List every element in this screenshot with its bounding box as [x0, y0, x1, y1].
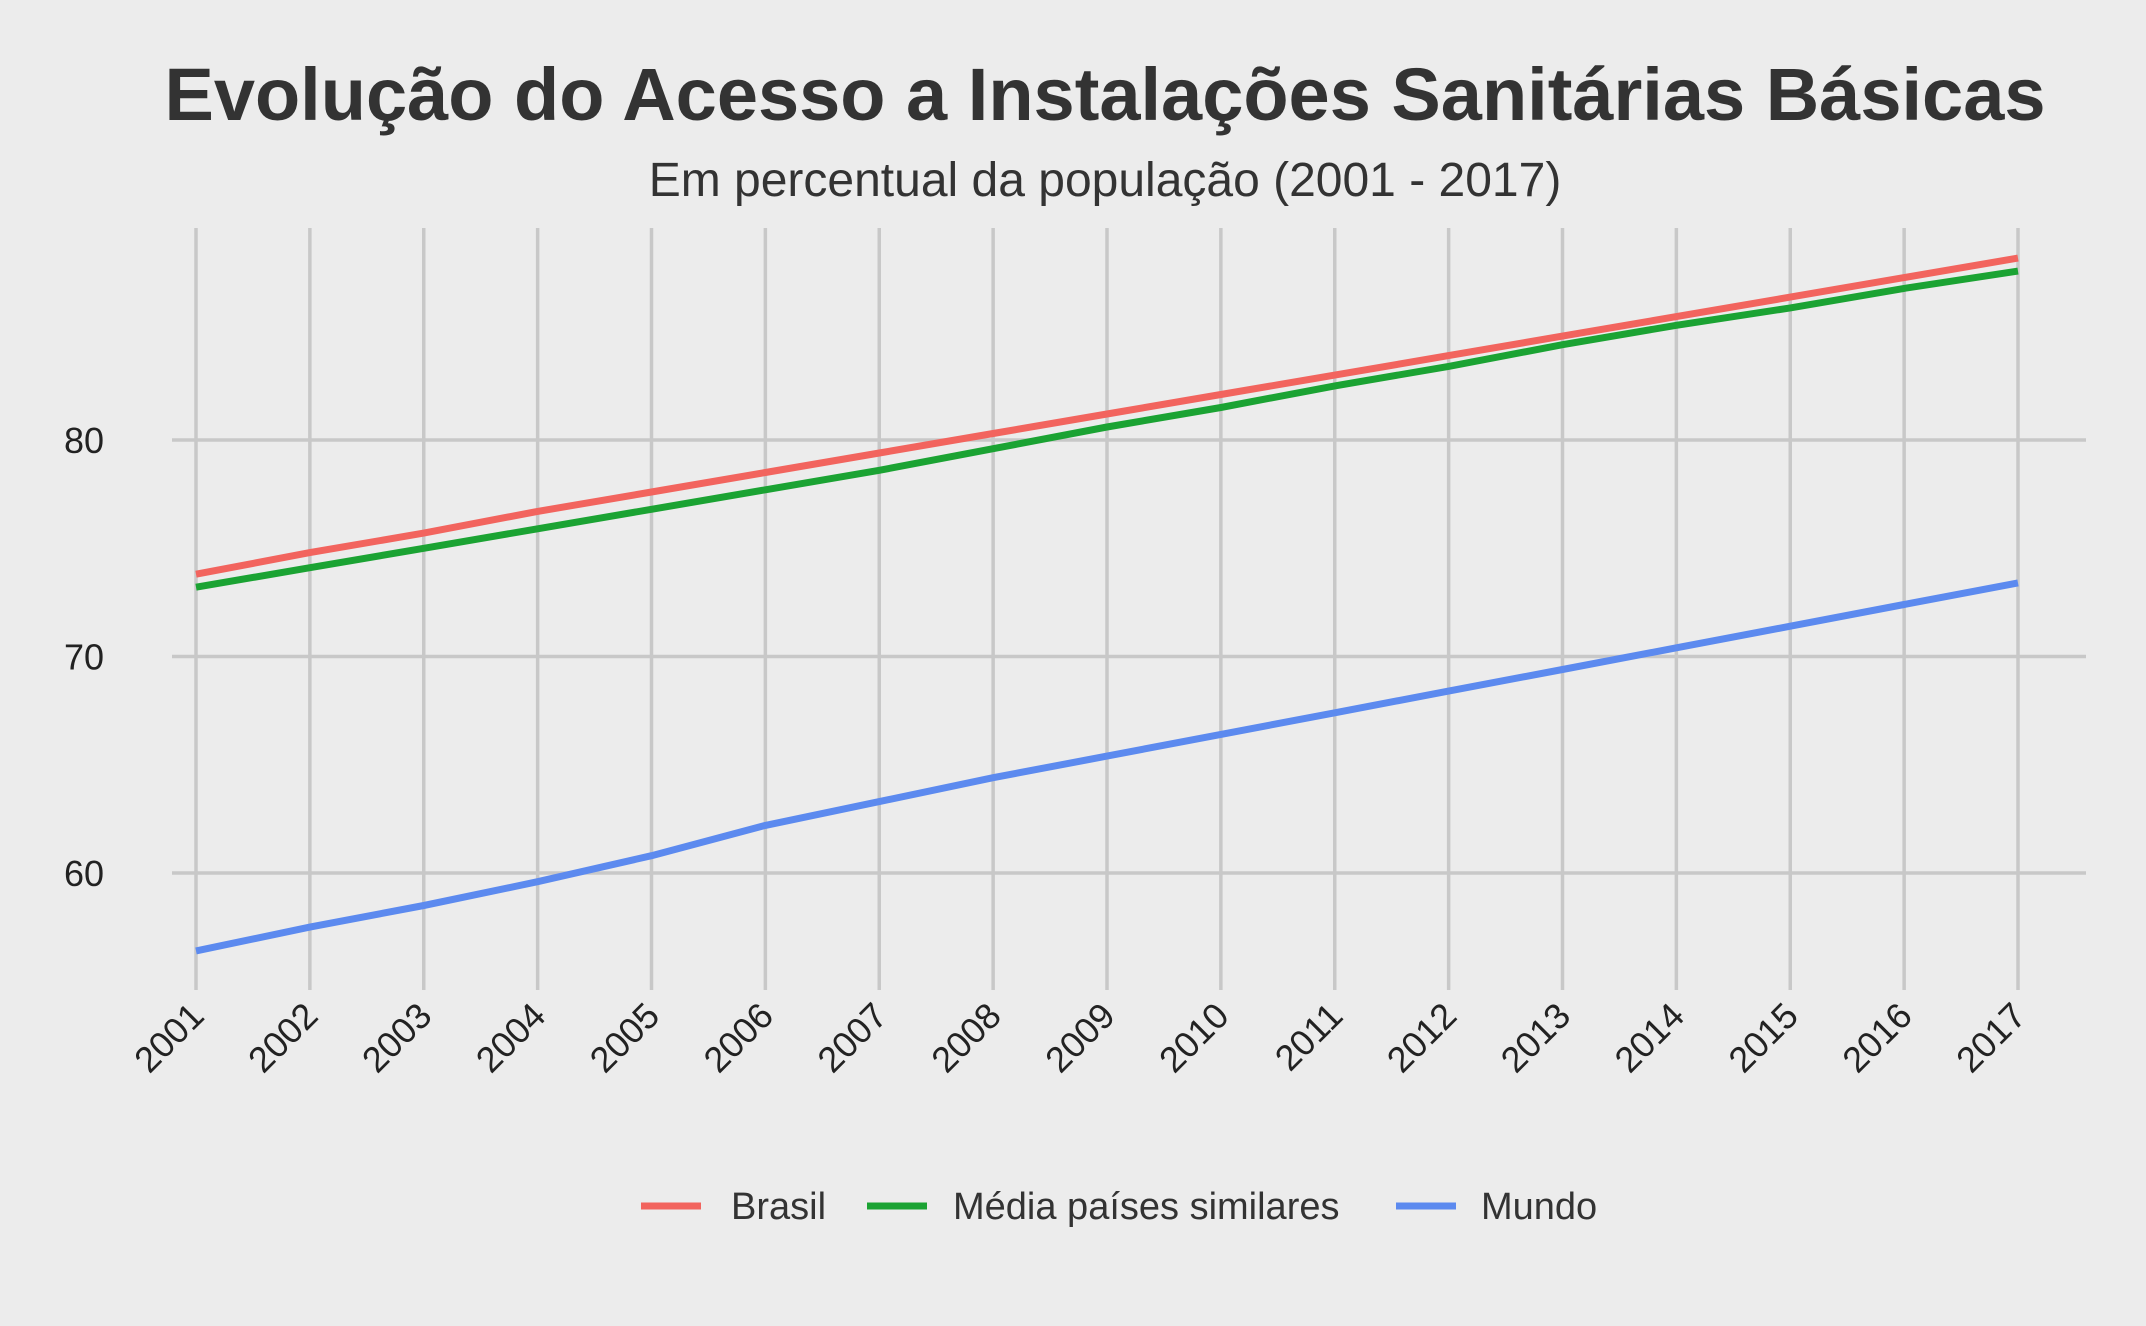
y-tick-label: 70 — [64, 637, 104, 678]
x-tick-label: 2002 — [240, 995, 326, 1081]
legend-label-1: Média países similares — [953, 1186, 1339, 1228]
x-tick-label: 2015 — [1720, 995, 1806, 1081]
x-tick-label: 2017 — [1948, 995, 2034, 1081]
y-axis-tick-labels: 60 70 80 — [64, 420, 104, 894]
x-tick-label: 2006 — [695, 995, 781, 1081]
x-tick-label: 2008 — [923, 995, 1009, 1081]
chart-subtitle: Em percentual da população (2001 - 2017) — [649, 154, 1562, 207]
x-tick-label: 2013 — [1493, 995, 1579, 1081]
x-tick-label: 2010 — [1151, 995, 1237, 1081]
y-tick-label: 60 — [64, 853, 104, 894]
chart-title: Evolução do Acesso a Instalações Sanitár… — [164, 53, 2045, 136]
x-tick-label: 2009 — [1037, 995, 1123, 1081]
x-tick-label: 2004 — [468, 995, 554, 1081]
x-tick-label: 2003 — [354, 995, 440, 1081]
series-line-2 — [195, 579, 2019, 955]
series-line-1 — [195, 267, 2019, 591]
y-tick-label: 80 — [64, 420, 104, 461]
x-tick-label: 2007 — [809, 995, 895, 1081]
x-gridlines — [194, 228, 2020, 990]
legend: Brasil Média países similares Mundo — [641, 1186, 1597, 1228]
legend-label-2: Mundo — [1481, 1186, 1597, 1228]
series-lines — [195, 254, 2019, 955]
series-line-0 — [195, 254, 2019, 578]
x-tick-label: 2011 — [1267, 995, 1351, 1079]
x-tick-label: 2001 — [126, 995, 212, 1081]
x-tick-label: 2016 — [1834, 995, 1920, 1081]
x-axis-tick-labels: 2001 2002 2003 2004 2005 2006 2007 2008 2009 2010… — [126, 995, 2034, 1081]
x-tick-label: 2005 — [582, 995, 668, 1081]
x-tick-label: 2014 — [1606, 995, 1692, 1081]
legend-label-0: Brasil — [731, 1186, 826, 1228]
x-tick-label: 2012 — [1379, 995, 1465, 1081]
y-gridlines — [172, 438, 2086, 875]
